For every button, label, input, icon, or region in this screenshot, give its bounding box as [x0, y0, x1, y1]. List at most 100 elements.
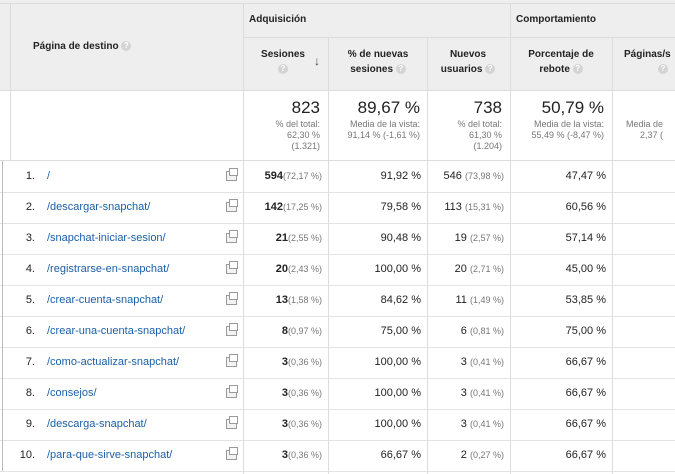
totals-row	[0, 90, 675, 160]
sessions-column-header[interactable]: Sesiones ?	[248, 47, 318, 77]
landing-page-link[interactable]: /crear-una-cuenta-snapchat/	[47, 325, 186, 337]
new-sessions-cell: 100,00 %	[374, 387, 421, 399]
help-icon[interactable]: ?	[278, 64, 288, 75]
bounce-rate-cell: 47,47 %	[565, 170, 606, 182]
landing-page-link[interactable]: /snapchat-iniciar-sesion/	[47, 232, 166, 244]
row-rank: 9.	[25, 418, 35, 430]
row-checkbox[interactable]	[0, 378, 3, 409]
landing-page-header[interactable]: Página de destino ?	[33, 39, 132, 54]
bounce-rate-column-header[interactable]: Porcentaje de rebote ?	[514, 47, 608, 77]
row-checkbox[interactable]	[0, 192, 3, 223]
help-icon[interactable]: ?	[485, 64, 496, 75]
total-new-users-detail: % del total: 61,30 % (1.204)	[457, 119, 502, 151]
total-bounce-rate: 50,79 %	[541, 98, 604, 117]
new-sessions-cell: 66,67 %	[380, 449, 421, 461]
open-page-icon[interactable]	[226, 261, 238, 274]
landing-page-link[interactable]: /para-que-sirve-snapchat/	[47, 449, 173, 461]
total-sessions: 823	[291, 98, 320, 117]
help-icon[interactable]: ?	[658, 64, 668, 75]
row-rank: 7.	[25, 356, 35, 368]
new-users-cell: 11 (1,49 %)	[455, 294, 505, 306]
group-acquisition: Adquisición	[249, 14, 307, 25]
bounce-rate-cell: 66,67 %	[565, 356, 606, 368]
total-pages-session-detail: Media de 2,37 (	[626, 119, 664, 140]
bounce-rate-cell: 57,14 %	[565, 232, 606, 244]
row-rank: 2.	[25, 201, 35, 213]
landing-page-link[interactable]: /crear-cuenta-snapchat/	[47, 294, 164, 306]
table-row[interactable]: 4. /registrarse-en-snapchat/20(2,43 %) 100…	[0, 254, 675, 286]
pages-session-column-header[interactable]: Páginas/s ?	[624, 47, 675, 77]
row-rank: 5.	[25, 294, 35, 306]
new-users-cell: 6 (0,81 %)	[460, 325, 504, 337]
help-icon[interactable]: ?	[121, 41, 132, 52]
new-sessions-cell: 100,00 %	[374, 356, 421, 368]
table-row[interactable]: 10. /para-que-sirve-snapchat/3(0,36 %) 66,…	[0, 440, 675, 472]
row-checkbox[interactable]	[0, 223, 3, 254]
sessions-cell: 3(0,36 %)	[281, 418, 322, 430]
new-sessions-column-header[interactable]: % de nuevas sesiones ?	[333, 47, 423, 77]
table-row[interactable]: 2. /descargar-snapchat/142(17,25 %) 79,58 …	[0, 192, 675, 224]
table-row[interactable]: 6. /crear-una-cuenta-snapchat/8(0,97 %) 75…	[0, 316, 675, 348]
table-row[interactable]: 7. /como-actualizar-snapchat/3(0,36 %) 100…	[0, 347, 675, 379]
row-checkbox[interactable]	[0, 316, 3, 347]
group-behavior: Comportamiento	[516, 14, 596, 25]
row-checkbox[interactable]	[0, 254, 3, 285]
sort-desc-arrow-icon[interactable]: ↓	[314, 54, 320, 68]
open-page-icon[interactable]	[226, 323, 238, 336]
table-row[interactable]: 8. /consejos/3(0,36 %) 100,00 % 3 (0,41 %) 6…	[0, 378, 675, 410]
open-page-icon[interactable]	[226, 385, 238, 398]
row-checkbox[interactable]	[0, 409, 3, 440]
bounce-rate-label: Porcentaje de rebote	[528, 49, 594, 75]
sessions-cell: 3(0,36 %)	[281, 356, 322, 368]
new-users-label: Nuevos usuarios	[440, 49, 487, 75]
new-sessions-label: % de nuevas sesiones ?	[347, 49, 409, 75]
row-rank: 4.	[25, 263, 35, 275]
new-users-cell: 3 (0,41 %)	[460, 356, 504, 368]
new-sessions-cell: 79,58 %	[380, 201, 421, 213]
sessions-cell: 142(17,25 %)	[264, 201, 322, 213]
new-users-cell: 19 (2,57 %)	[454, 232, 504, 244]
table-row[interactable]: 5. /crear-cuenta-snapchat/13(1,58 %) 84,62…	[0, 285, 675, 317]
total-sessions-detail: % del total: 62,30 % (1.321)	[275, 119, 320, 151]
bounce-rate-cell: 75,00 %	[565, 325, 606, 337]
landing-page-link[interactable]: /	[47, 170, 51, 182]
landing-page-link[interactable]: /registrarse-en-snapchat/	[47, 263, 170, 275]
row-rank: 6.	[25, 325, 35, 337]
row-rank: 8.	[25, 387, 35, 399]
table-header	[0, 0, 675, 90]
open-page-icon[interactable]	[226, 447, 238, 460]
open-page-icon[interactable]	[226, 168, 238, 181]
new-sessions-cell: 90,48 %	[380, 232, 421, 244]
open-page-icon[interactable]	[226, 230, 238, 243]
sessions-cell: 13(1,58 %)	[275, 294, 322, 306]
open-page-icon[interactable]	[226, 292, 238, 305]
help-icon[interactable]: ?	[395, 64, 406, 75]
new-sessions-cell: 91,92 %	[380, 170, 421, 182]
table-row[interactable]: 9. /descarga-snapchat/3(0,36 %) 100,00 % 3 …	[0, 409, 675, 441]
row-checkbox[interactable]	[0, 347, 3, 378]
landing-page-link[interactable]: /descarga-snapchat/	[47, 418, 147, 430]
sessions-cell: 3(0,36 %)	[281, 387, 322, 399]
bounce-rate-cell: 66,67 %	[565, 418, 606, 430]
new-users-column-header[interactable]: Nuevos usuarios ?	[430, 47, 506, 77]
open-page-icon[interactable]	[226, 416, 238, 429]
total-new-sessions-detail: Media de la vista: 91,14 % (-1,61 %)	[347, 119, 420, 140]
table-row[interactable]: 1. / 594(72,17 %) 91,92 % 546 (73,98 %) 47,47…	[0, 161, 675, 193]
table-row[interactable]: 3. /snapchat-iniciar-sesion/21(2,55 %) 90,…	[0, 223, 675, 255]
row-rank: 10.	[19, 449, 35, 461]
row-checkbox[interactable]	[0, 161, 3, 192]
sessions-cell: 3(0,36 %)	[281, 449, 322, 461]
total-new-sessions: 89,67 %	[357, 98, 420, 117]
row-checkbox[interactable]	[0, 285, 3, 316]
new-users-cell: 2 (0,27 %)	[460, 449, 504, 461]
row-checkbox[interactable]	[0, 440, 3, 471]
landing-page-link[interactable]: /como-actualizar-snapchat/	[47, 356, 180, 368]
bounce-rate-cell: 66,67 %	[565, 387, 606, 399]
landing-page-link[interactable]: /consejos/	[47, 387, 97, 399]
landing-page-link[interactable]: /descargar-snapchat/	[47, 201, 151, 213]
help-icon[interactable]: ?	[572, 64, 583, 75]
bounce-rate-cell: 66,67 %	[565, 449, 606, 461]
open-page-icon[interactable]	[226, 354, 238, 367]
open-page-icon[interactable]	[226, 199, 238, 212]
bounce-rate-cell: 45,00 %	[565, 263, 606, 275]
